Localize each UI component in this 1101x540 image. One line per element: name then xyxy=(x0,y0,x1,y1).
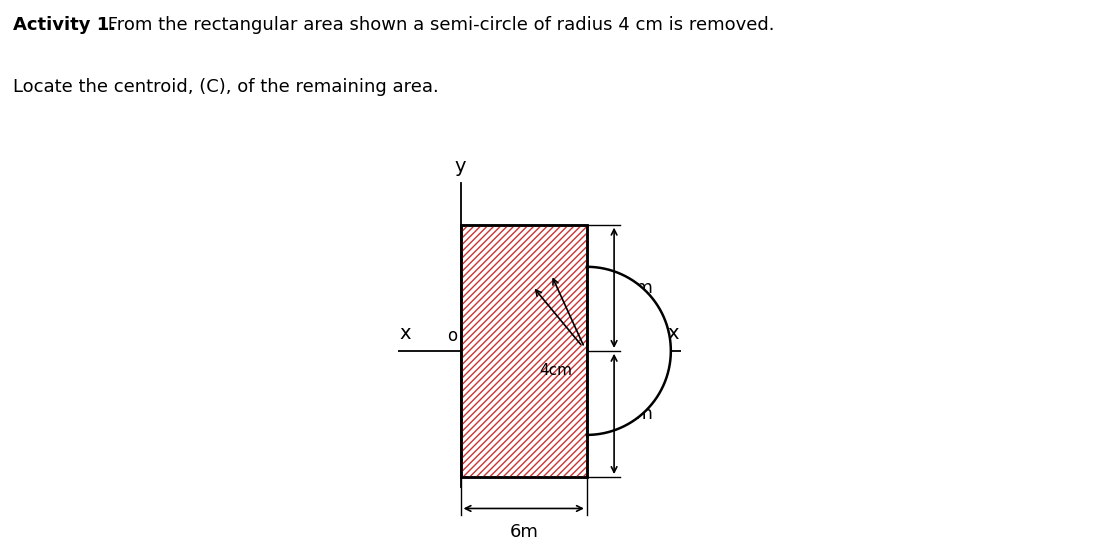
Text: 6m: 6m xyxy=(510,523,538,540)
Polygon shape xyxy=(587,267,671,435)
Text: x: x xyxy=(667,325,679,343)
Text: 6m: 6m xyxy=(624,405,654,423)
Text: From the rectangular area shown a semi-circle of radius 4 cm is removed.: From the rectangular area shown a semi-c… xyxy=(102,16,775,34)
Text: y: y xyxy=(455,158,467,177)
Text: 4cm: 4cm xyxy=(538,363,571,379)
Text: o: o xyxy=(447,327,458,345)
Text: x: x xyxy=(400,325,412,343)
Bar xyxy=(460,225,587,477)
Text: Locate the centroid, (C), of the remaining area.: Locate the centroid, (C), of the remaini… xyxy=(13,78,439,96)
Text: Activity 1.: Activity 1. xyxy=(13,16,117,34)
Bar xyxy=(460,225,587,477)
Bar xyxy=(460,225,587,477)
Text: 6m: 6m xyxy=(624,279,654,297)
